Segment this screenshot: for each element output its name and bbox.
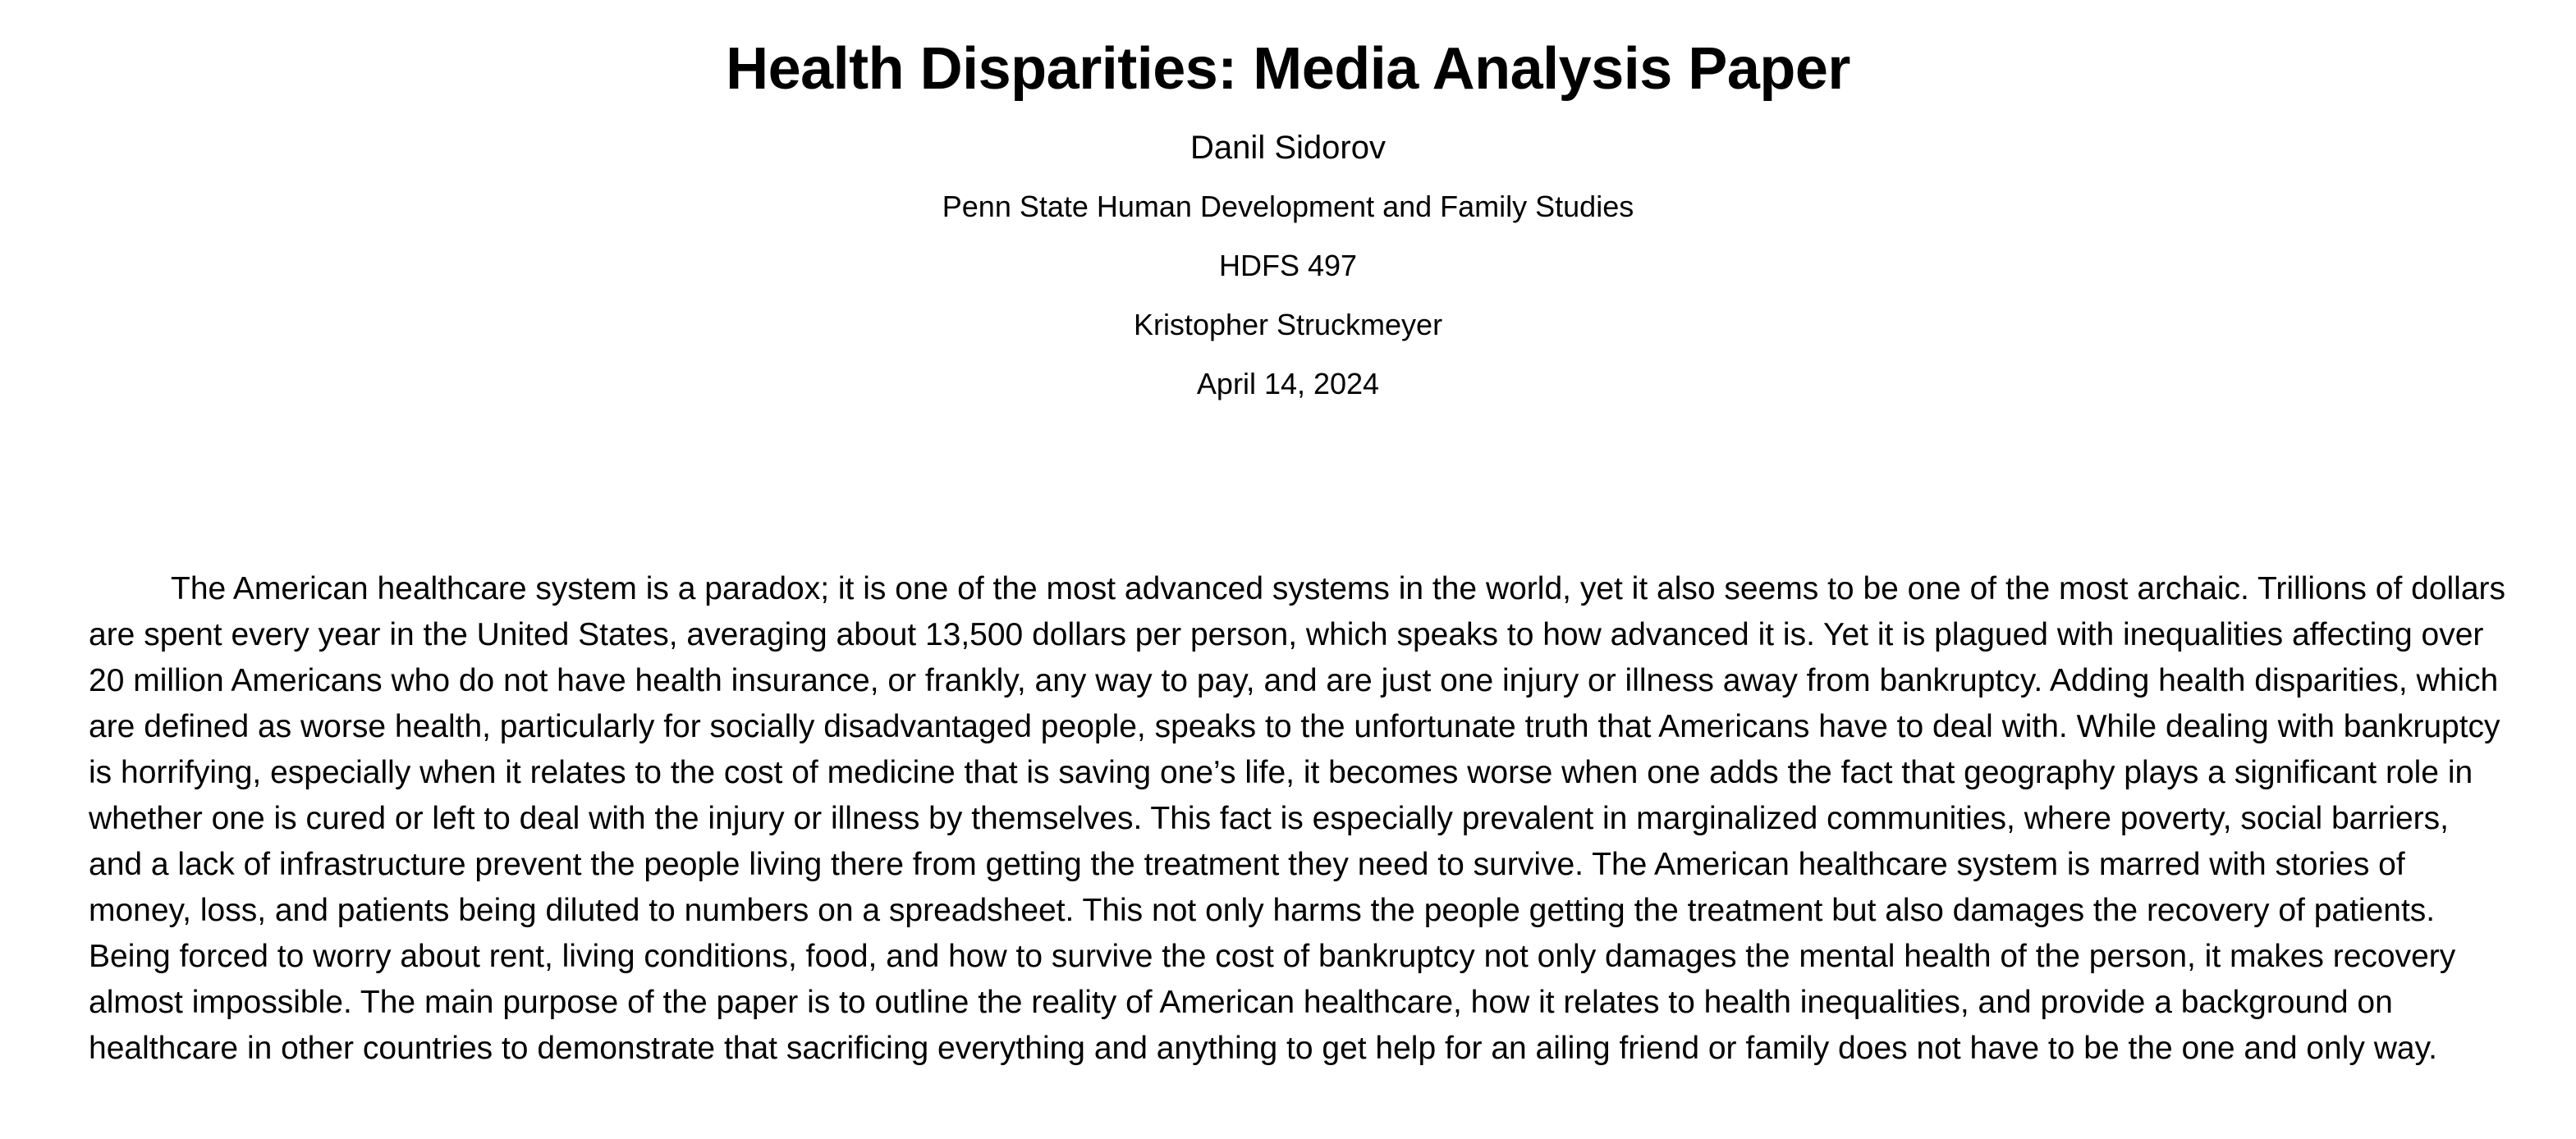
title-block: Health Disparities: Media Analysis Paper… [0,30,2576,414]
author-name: Danil Sidorov [1190,130,1386,166]
course-code: HDFS 497 [1218,249,1358,282]
body-paragraph: The American healthcare system is a para… [89,571,2506,1066]
document-title: Health Disparities: Media Analysis Paper [726,36,1850,102]
institution-name: Penn State Human Development and Family … [942,190,1634,223]
instructor-name: Kristopher Struckmeyer [1133,308,1443,341]
document-date: April 14, 2024 [1196,367,1380,400]
